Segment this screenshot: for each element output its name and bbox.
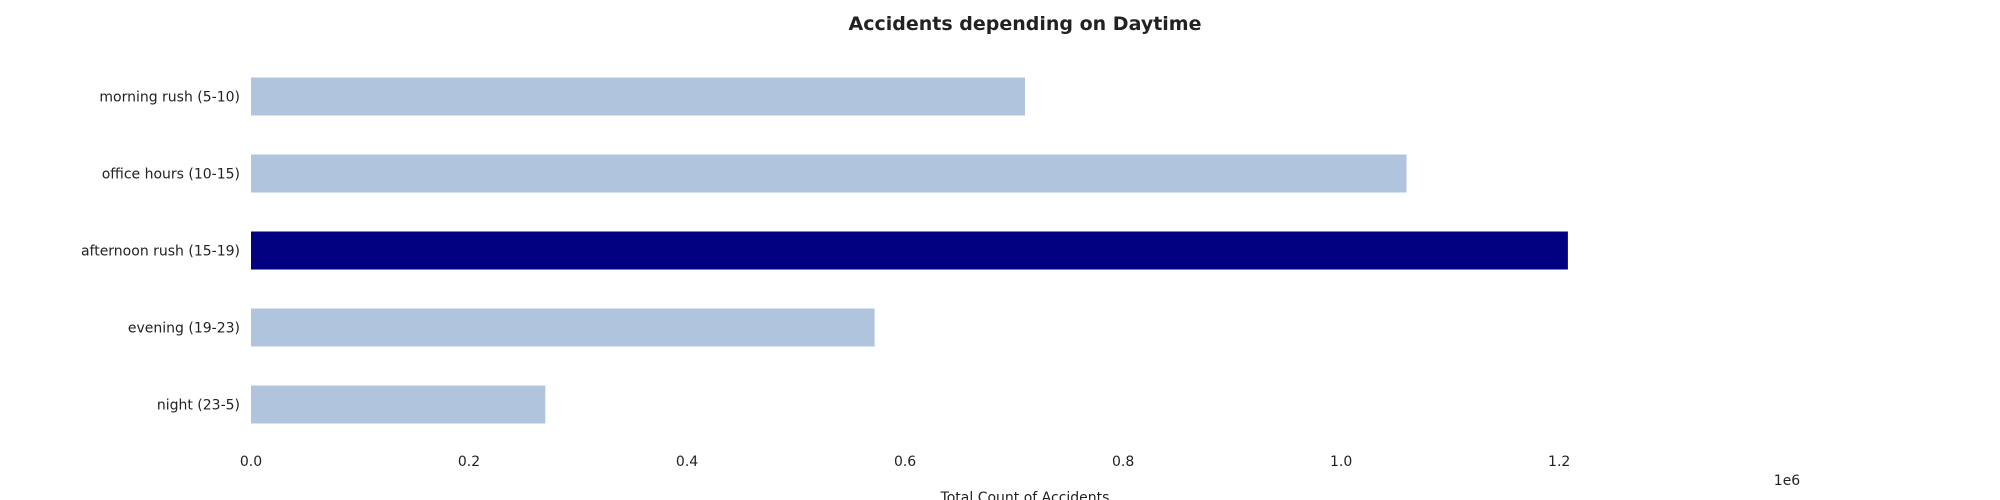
x-scale-exponent-label: 1e6 [1774, 473, 1801, 489]
x-tick-label-5: 1.0 [1330, 454, 1352, 470]
category-label-0: morning rush (5-10) [99, 90, 240, 106]
category-labels: morning rush (5-10) office hours (10-15) a… [81, 90, 240, 414]
x-tick-labels: 0.0 0.2 0.4 0.6 0.8 1.0 1.2 [240, 454, 1570, 470]
x-tick-label-6: 1.2 [1548, 454, 1570, 470]
x-axis-label: Total Count of Accidents [940, 490, 1110, 500]
chart-title: Accidents depending on Daytime [849, 13, 1202, 35]
bar-1 [251, 154, 1407, 193]
x-tick-label-2: 0.4 [676, 454, 698, 470]
category-label-3: evening (19-23) [128, 321, 240, 337]
bar-2 [251, 231, 1568, 270]
x-tick-label-4: 0.8 [1112, 454, 1134, 470]
x-tick-label-1: 0.2 [458, 454, 480, 470]
bar-0 [251, 77, 1025, 116]
category-label-2: afternoon rush (15-19) [81, 244, 240, 260]
bars-group [251, 77, 1568, 424]
bar-4 [251, 385, 546, 424]
x-tick-label-3: 0.6 [894, 454, 916, 470]
category-label-1: office hours (10-15) [102, 167, 240, 183]
bar-3 [251, 308, 875, 347]
category-label-4: night (23-5) [157, 398, 240, 414]
x-tick-label-0: 0.0 [240, 454, 262, 470]
